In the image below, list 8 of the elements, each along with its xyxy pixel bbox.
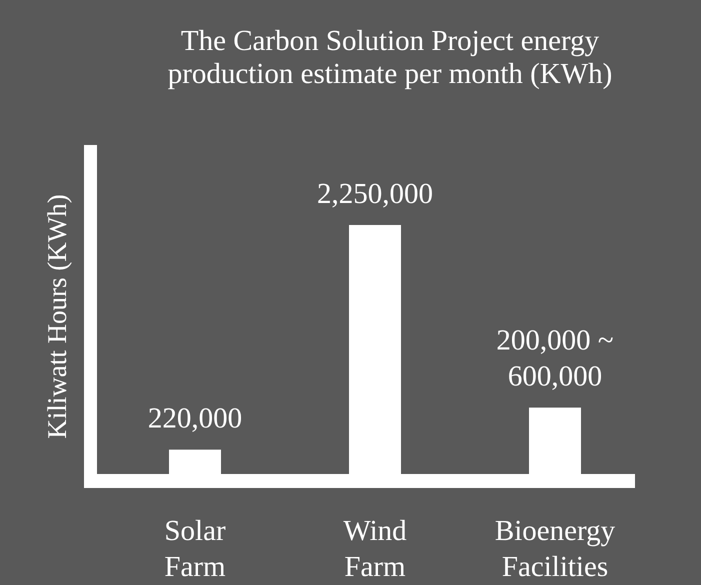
x-tick-label: Bioenergy Facilities <box>494 515 616 583</box>
y-axis-title: Kiliwatt Hours (KWh) <box>42 194 72 439</box>
chart-title: The Carbon Solution Project energy production estimate per month (KWh) <box>168 25 612 90</box>
x-tick-label: Wind Farm <box>343 515 408 583</box>
x-tick-label: Solar Farm <box>164 515 226 583</box>
data-label: 220,000 <box>148 402 242 435</box>
data-label: 200,000 ~ 600,000 <box>496 324 614 393</box>
data-label: 2,250,000 <box>317 178 433 210</box>
